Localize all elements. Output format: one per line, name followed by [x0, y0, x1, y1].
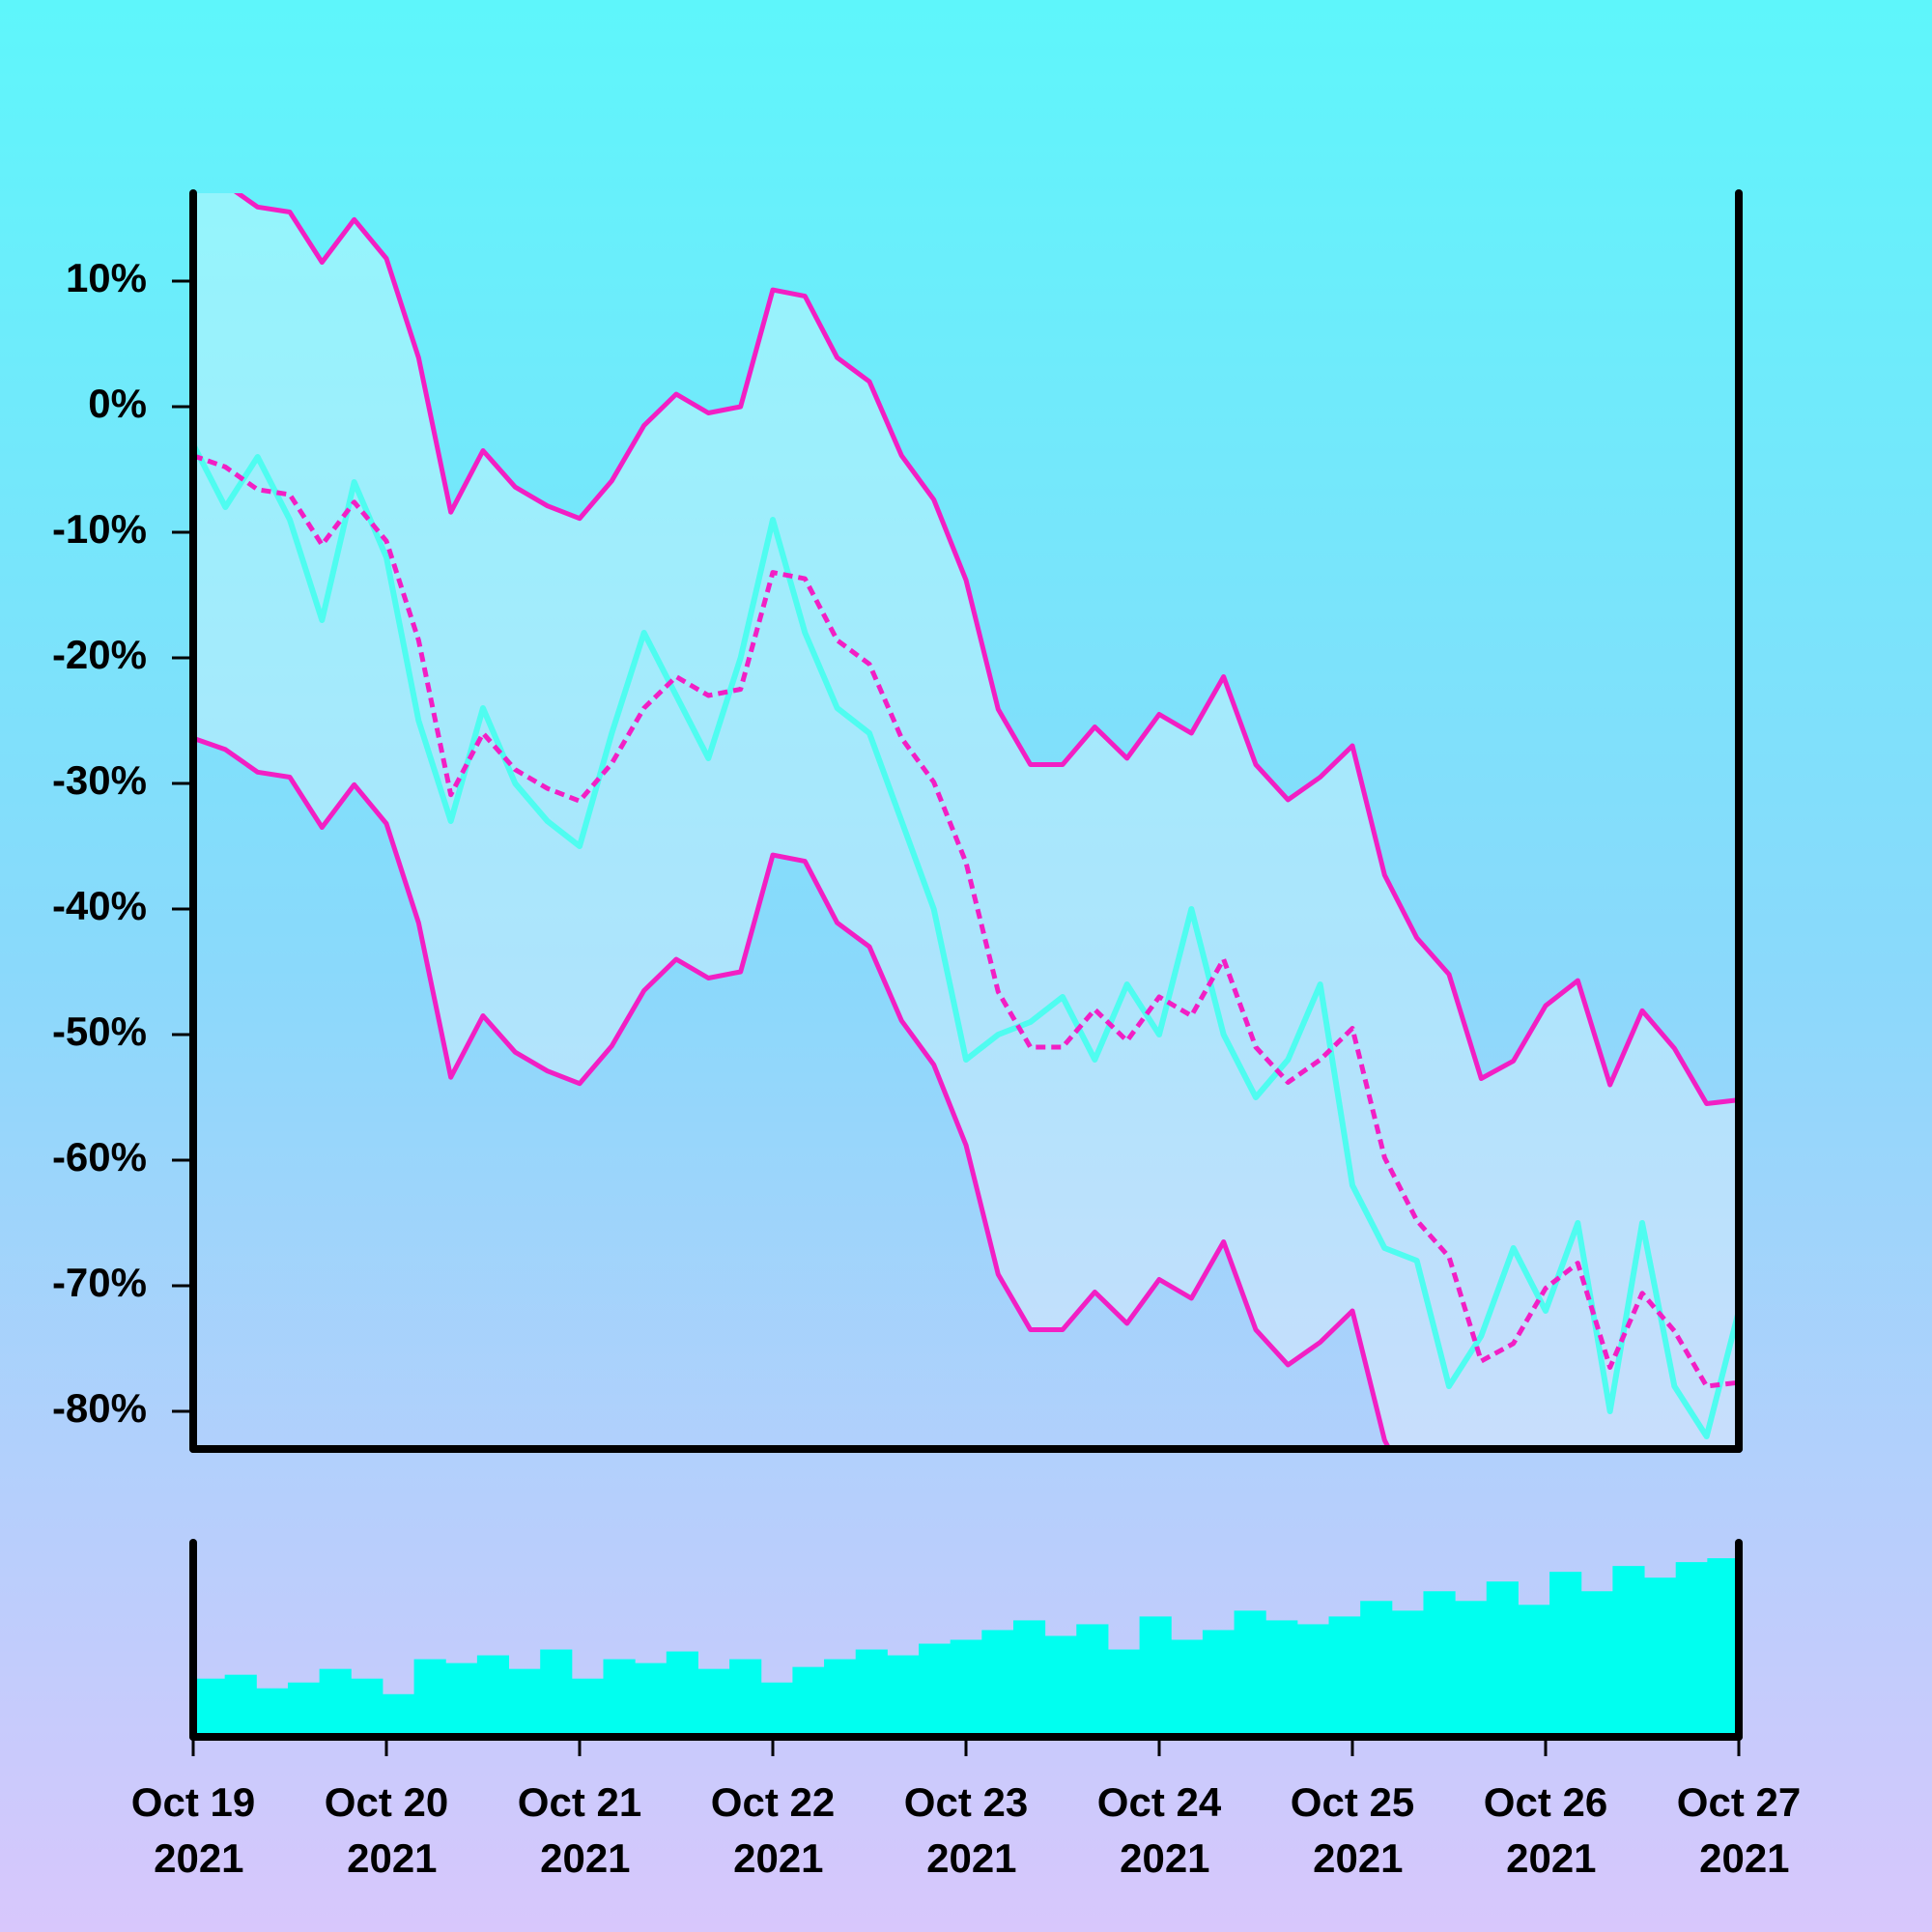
volume-bar [1580, 1591, 1613, 1737]
y-tick-label: 0% [88, 381, 147, 426]
volume-bar [1328, 1616, 1361, 1737]
band-line [193, 735, 1392, 1449]
y-tick-label: -30% [52, 757, 147, 803]
x-tick-label: Oct 19 2021 [131, 1779, 255, 1881]
volume-bar [1675, 1562, 1708, 1737]
volume-bar [760, 1682, 793, 1737]
volume-bar [950, 1639, 982, 1737]
price-line [193, 442, 1739, 1439]
volume-bar [1644, 1577, 1677, 1737]
volume-bar [1360, 1601, 1393, 1737]
volume-bar [792, 1666, 825, 1737]
volume-bar [540, 1649, 573, 1737]
volume-panel [193, 1558, 1740, 1737]
average-line [193, 453, 1739, 1389]
volume-bar [919, 1643, 952, 1737]
volume-bar [476, 1655, 510, 1737]
x-tick-label: Oct 25 2021 [1291, 1779, 1414, 1881]
plot-area [193, 193, 1739, 1449]
volume-bar [824, 1659, 857, 1737]
volume-bar [382, 1693, 415, 1737]
x-tick-label: Oct 24 2021 [1097, 1779, 1222, 1881]
volume-bar [1518, 1605, 1550, 1737]
volume-bar [1549, 1572, 1582, 1737]
volume-bar [256, 1688, 289, 1737]
y-tick-label: -50% [52, 1009, 147, 1054]
volume-bar [413, 1659, 446, 1737]
band-fill [193, 193, 1739, 1449]
volume-bar [351, 1678, 384, 1737]
volume-bar [224, 1674, 257, 1737]
y-tick-label: -60% [52, 1134, 147, 1179]
volume-bar [193, 1678, 226, 1737]
y-tick-label: -40% [52, 883, 147, 928]
volume-bar [697, 1668, 730, 1737]
volume-bar [981, 1630, 1014, 1737]
volume-bar [1076, 1624, 1109, 1737]
volume-bar [603, 1659, 636, 1737]
volume-bar [1612, 1566, 1645, 1737]
volume-bar [729, 1659, 762, 1737]
x-tick-label: Oct 20 2021 [325, 1779, 448, 1881]
volume-bar [1139, 1616, 1172, 1737]
x-tick-label: Oct 21 2021 [518, 1779, 641, 1881]
volume-bar [571, 1678, 604, 1737]
volume-bar [1202, 1630, 1236, 1737]
axes: 10% 0% -10% -20% -30% -40% -50% -60% -70% -80% Oct… [52, 189, 1801, 1881]
volume-bar [445, 1662, 478, 1737]
y-tick-label: 10% [66, 255, 147, 300]
volume-bar [1012, 1620, 1046, 1737]
volume-bar [287, 1682, 321, 1737]
y-tick-label: -20% [52, 632, 147, 677]
volume-bar [1486, 1581, 1519, 1737]
volume-bar [1265, 1620, 1298, 1737]
volume-bar [1423, 1591, 1456, 1737]
x-tick-label: Oct 27 2021 [1677, 1779, 1801, 1881]
x-tick-label: Oct 26 2021 [1484, 1779, 1607, 1881]
volume-bar [666, 1651, 698, 1737]
y-tick-label: -80% [52, 1385, 147, 1431]
volume-bar [1707, 1558, 1740, 1737]
volume-bar [1391, 1610, 1424, 1737]
x-tick-label: Oct 22 2021 [711, 1779, 835, 1881]
volume-bar [887, 1655, 920, 1737]
volume-bar [1296, 1624, 1330, 1737]
volume-bar [508, 1668, 541, 1737]
volume-bar [855, 1649, 888, 1737]
volume-bar [1044, 1635, 1077, 1737]
volume-bar [635, 1662, 668, 1737]
y-tick-label: -10% [52, 506, 147, 552]
volume-bar [1455, 1601, 1488, 1737]
band-line [233, 193, 1739, 1106]
y-tick-label: -70% [52, 1260, 147, 1305]
volume-bar [319, 1668, 352, 1737]
volume-bar [1171, 1639, 1204, 1737]
x-tick-label: Oct 23 2021 [904, 1779, 1028, 1881]
volume-bar [1107, 1649, 1141, 1737]
volume-bar [1234, 1610, 1266, 1737]
